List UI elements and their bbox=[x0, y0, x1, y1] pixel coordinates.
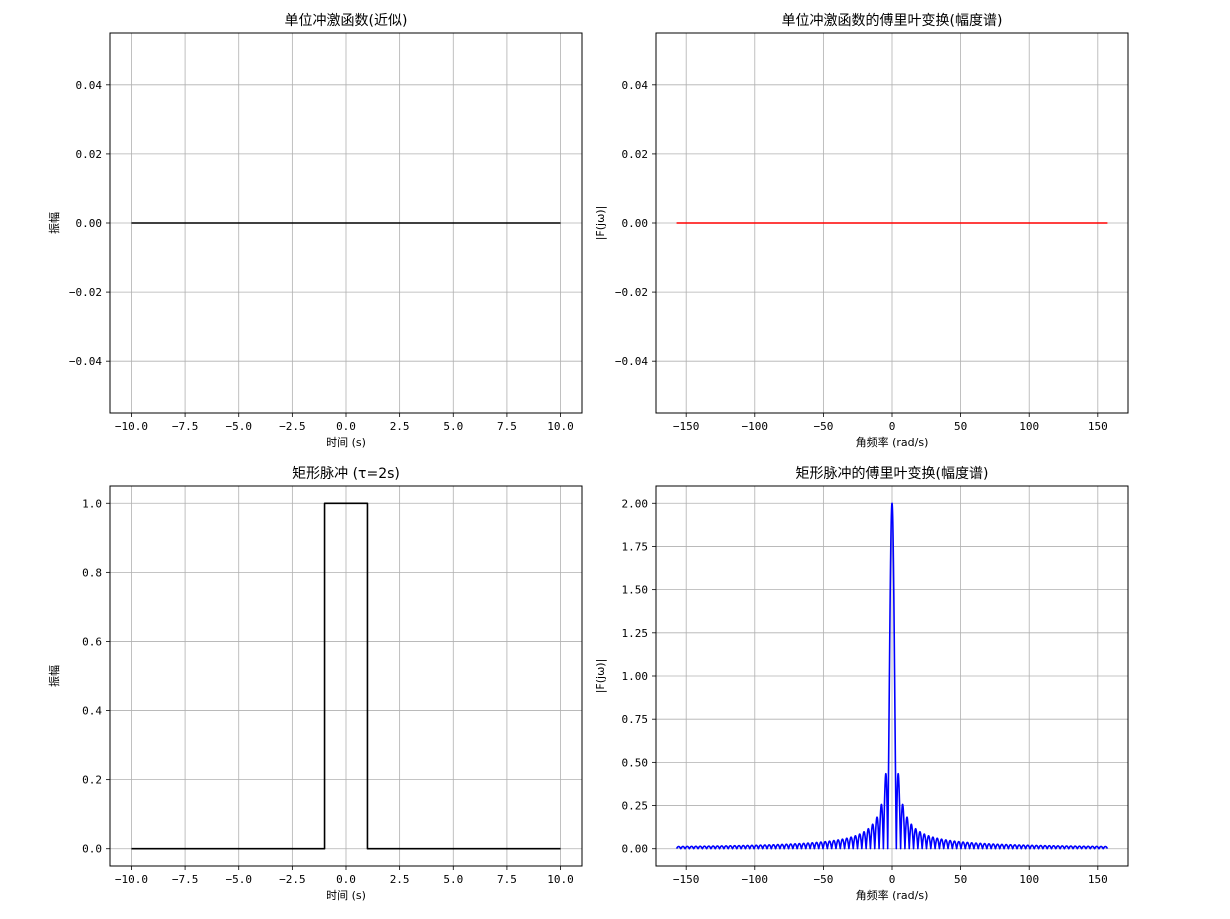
plot-area bbox=[131, 502, 561, 850]
x-tick-label: −2.5 bbox=[279, 873, 306, 886]
x-tick-label: −7.5 bbox=[172, 420, 199, 433]
y-axis-label: |F(jω)| bbox=[594, 659, 607, 694]
y-tick-label: 1.00 bbox=[622, 670, 649, 683]
x-tick-label: 10.0 bbox=[547, 420, 574, 433]
plot-area bbox=[675, 502, 1109, 850]
y-tick-label: 0.4 bbox=[82, 705, 102, 718]
x-tick-label: 50 bbox=[954, 420, 967, 433]
y-tick-label: 1.75 bbox=[622, 540, 649, 553]
x-tick-label: −100 bbox=[742, 420, 769, 433]
chart-title: 矩形脉冲 (τ=2s) bbox=[292, 466, 400, 482]
y-tick-label: 0.00 bbox=[76, 217, 103, 230]
x-axis-label: 时间 (s) bbox=[326, 436, 366, 449]
x-axis-label: 角频率 (rad/s) bbox=[856, 888, 929, 902]
y-tick-label: 1.0 bbox=[82, 497, 102, 510]
y-tick-label: 1.25 bbox=[622, 627, 649, 640]
x-tick-label: 50 bbox=[954, 873, 967, 886]
y-tick-label: 0.2 bbox=[82, 774, 102, 787]
chart-panel-4: −150 −100 −50 0 50 100 150 0.00 0.25 0.50 0.75 1.00… bbox=[594, 465, 1129, 902]
y-tick-label: −0.02 bbox=[615, 286, 648, 299]
y-tick-label: 1.50 bbox=[622, 584, 649, 597]
y-tick-label: 0.04 bbox=[76, 79, 103, 92]
x-tick-label: 150 bbox=[1088, 420, 1108, 433]
x-tick-label: −7.5 bbox=[172, 873, 199, 886]
x-tick-label: 0 bbox=[889, 873, 896, 886]
x-tick-label: −2.5 bbox=[279, 420, 306, 433]
y-axis-label: 振幅 bbox=[47, 665, 61, 687]
y-tick-label: 0.04 bbox=[622, 79, 649, 92]
y-tick-label: −0.04 bbox=[615, 355, 648, 368]
x-tick-label: 10.0 bbox=[547, 873, 574, 886]
y-tick-label: 0.25 bbox=[622, 800, 649, 813]
x-tick-label: −10.0 bbox=[115, 873, 148, 886]
chart-title: 单位冲激函数(近似) bbox=[285, 12, 408, 29]
y-axis-label: |F(jω)| bbox=[594, 206, 607, 241]
series-line-1 bbox=[131, 502, 561, 850]
y-axis-label: 振幅 bbox=[47, 212, 61, 234]
y-tick-label: 0.02 bbox=[76, 148, 103, 161]
x-tick-label: −10.0 bbox=[115, 420, 148, 433]
y-tick-label: 0.50 bbox=[622, 756, 649, 769]
x-tick-label: 0 bbox=[889, 420, 896, 433]
x-tick-label: −50 bbox=[813, 873, 833, 886]
x-tick-label: 7.5 bbox=[497, 420, 517, 433]
y-tick-label: 0.6 bbox=[82, 635, 102, 648]
x-tick-label: 2.5 bbox=[390, 873, 410, 886]
x-tick-label: −50 bbox=[813, 420, 833, 433]
x-tick-label: 5.0 bbox=[443, 873, 463, 886]
chart-panel-3: −10.0 −7.5 −5.0 −2.5 0.0 2.5 5.0 7.5 10.0 0.0 0.2 0… bbox=[47, 466, 583, 902]
y-tick-label: 0.0 bbox=[82, 843, 102, 856]
y-tick-label: −0.04 bbox=[69, 355, 102, 368]
chart-title: 单位冲激函数的傅里叶变换(幅度谱) bbox=[782, 12, 1003, 29]
x-tick-label: 100 bbox=[1019, 420, 1039, 433]
x-axis-label: 时间 (s) bbox=[326, 889, 366, 902]
y-tick-label: 0.02 bbox=[622, 148, 649, 161]
x-tick-label: 150 bbox=[1088, 873, 1108, 886]
y-tick-label: 2.00 bbox=[622, 497, 649, 510]
x-tick-label: −5.0 bbox=[225, 420, 252, 433]
y-tick-label: −0.02 bbox=[69, 286, 102, 299]
x-tick-label: −100 bbox=[742, 873, 769, 886]
x-tick-label: 5.0 bbox=[443, 420, 463, 433]
y-tick-label: 0.8 bbox=[82, 566, 102, 579]
y-tick-label: 0.00 bbox=[622, 843, 649, 856]
x-tick-label: −150 bbox=[673, 873, 700, 886]
y-tick-label: 0.00 bbox=[622, 217, 649, 230]
series-line-1 bbox=[675, 502, 1109, 850]
chart-title: 矩形脉冲的傅里叶变换(幅度谱) bbox=[796, 465, 989, 482]
x-tick-label: −150 bbox=[673, 420, 700, 433]
x-axis-label: 角频率 (rad/s) bbox=[856, 435, 929, 449]
x-tick-label: 7.5 bbox=[497, 873, 517, 886]
x-tick-label: 0.0 bbox=[336, 420, 356, 433]
chart-panel-2: −150 −100 −50 0 50 100 150 −0.04 −0.02 0.00 0.02 0.… bbox=[594, 12, 1129, 449]
x-tick-label: −5.0 bbox=[225, 873, 252, 886]
x-tick-label: 100 bbox=[1019, 873, 1039, 886]
x-tick-label: 0.0 bbox=[336, 873, 356, 886]
x-tick-label: 2.5 bbox=[390, 420, 410, 433]
y-tick-label: 0.75 bbox=[622, 713, 649, 726]
chart-panel-1: −10.0 −7.5 −5.0 −2.5 0.0 2.5 5.0 7.5 10.0 −0.04 −0… bbox=[47, 12, 583, 449]
